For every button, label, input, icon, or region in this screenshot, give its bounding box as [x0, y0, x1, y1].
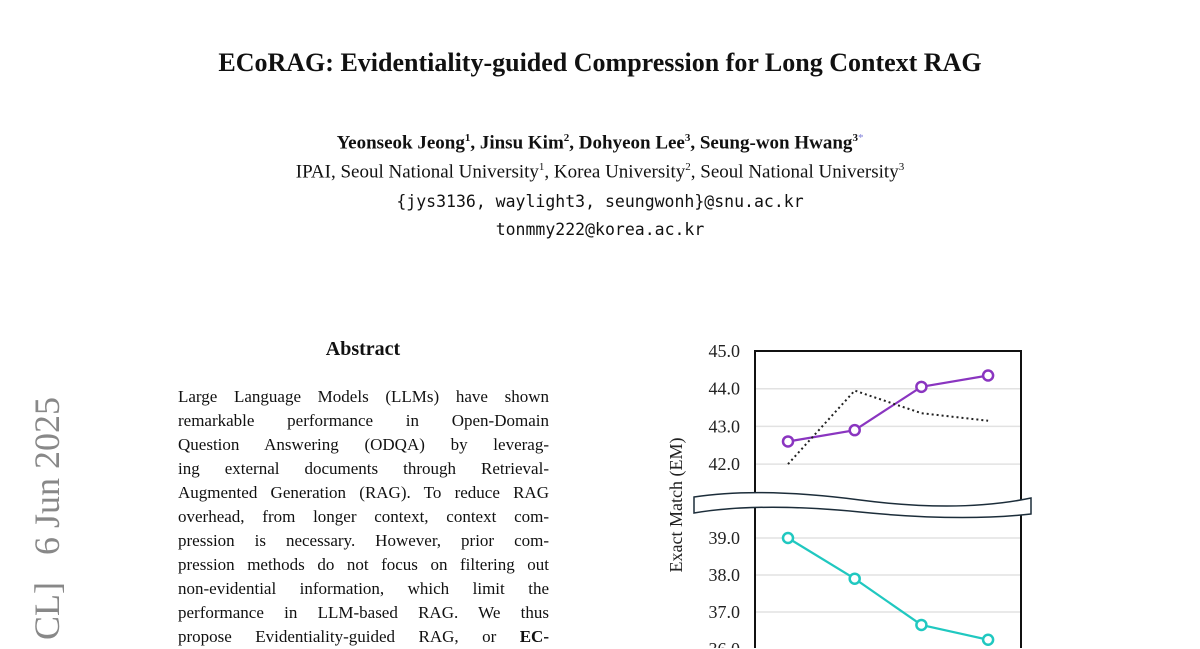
- email-snu: {jys3136, waylight3, seungwonh}@snu.ac.k…: [396, 192, 804, 211]
- author: Seung-won Hwang: [699, 132, 853, 154]
- author-aff: 3: [684, 132, 691, 144]
- abstract-line: Large Language Models (LLMs) have shown: [178, 387, 549, 406]
- author-aff: 2: [563, 132, 570, 144]
- abstract-line: performance in LLM-based RAG. We thus: [178, 603, 549, 622]
- y-tick-label: 44.0: [709, 379, 741, 399]
- y-tick-label: 38.0: [709, 565, 741, 585]
- y-axis-label: Exact Match (EM): [666, 438, 687, 573]
- series-line-teal: [787, 537, 989, 641]
- aff-num: 2: [685, 161, 691, 173]
- paper-title: ECoRAG: Evidentiality-guided Compression…: [218, 48, 982, 77]
- affiliation: IPAI, Seoul National University: [295, 161, 539, 183]
- y-tick-label: 42.0: [709, 454, 741, 474]
- abstract-line: non-evidential information, which limit …: [178, 579, 549, 598]
- method-name: EC-: [519, 627, 549, 646]
- abstract-line: ing external documents through Retrieval…: [178, 459, 549, 478]
- axis-break: [693, 491, 1032, 519]
- abstract-line: Augmented Generation (RAG). To reduce RA…: [178, 483, 549, 502]
- author: Jinsu Kim: [479, 132, 564, 154]
- author-aff: 3: [852, 132, 858, 144]
- email-korea: tonmmy222@korea.ac.kr: [495, 220, 705, 239]
- abstract-text: propose Evidentiality-guided RAG, or: [178, 627, 520, 646]
- y-tick-label: 37.0: [709, 602, 741, 622]
- author-list: Yeonseok Jeong1, Jinsu Kim2, Dohyeon Lee…: [336, 132, 864, 154]
- abstract-line: overhead, from longer context, context c…: [178, 507, 549, 526]
- abstract-line: Question Answering (ODQA) by leverag-: [178, 435, 549, 454]
- abstract-heading: Abstract: [325, 338, 401, 360]
- y-tick-label: 36.0: [709, 639, 741, 648]
- data-point-purple: [915, 380, 928, 394]
- author-aff: 1: [464, 132, 471, 144]
- author: Dohyeon Lee: [578, 132, 685, 154]
- aff-num: 3: [898, 161, 905, 173]
- affiliation: Korea University: [553, 161, 686, 183]
- data-point-teal: [848, 572, 861, 585]
- corresponding-mark[interactable]: *: [857, 132, 864, 144]
- aff-num: 1: [538, 161, 545, 173]
- abstract-line: pression is necessary. However, prior co…: [178, 531, 549, 550]
- series-line-purple: [787, 374, 989, 443]
- abstract-line: pression methods do not focus on filteri…: [178, 555, 549, 574]
- author: Yeonseok Jeong: [336, 132, 465, 154]
- abstract-line: remarkable performance in Open-Domain: [178, 411, 549, 430]
- data-point-teal: [781, 531, 795, 545]
- affiliation: Seoul National University: [700, 161, 899, 183]
- y-tick-label: 45.0: [709, 341, 741, 361]
- data-point-teal: [981, 633, 995, 646]
- y-tick-label: 39.0: [709, 528, 741, 548]
- abstract-body: Large Language Models (LLMs) have shown …: [178, 385, 549, 649]
- series-line-dotted: [787, 389, 989, 465]
- y-tick-label: 43.0: [709, 416, 741, 436]
- data-point-purple: [848, 423, 861, 437]
- data-point-purple: [781, 435, 795, 448]
- abstract-line: propose Evidentiality-guided RAG, or EC-: [178, 625, 549, 649]
- data-point-purple: [981, 369, 995, 382]
- affiliations: IPAI, Seoul National University1, Korea …: [295, 161, 905, 183]
- data-point-teal: [915, 618, 928, 632]
